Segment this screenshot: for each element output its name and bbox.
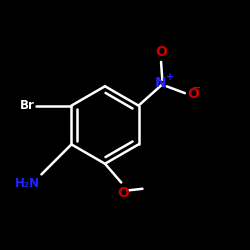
Text: Br: Br: [20, 99, 35, 112]
Text: −: −: [192, 83, 202, 93]
Text: O: O: [117, 186, 129, 200]
Text: +: +: [166, 72, 174, 83]
Text: H₂N: H₂N: [15, 178, 40, 190]
Text: O: O: [187, 88, 199, 102]
Text: O: O: [155, 46, 167, 59]
Text: N: N: [155, 76, 167, 90]
